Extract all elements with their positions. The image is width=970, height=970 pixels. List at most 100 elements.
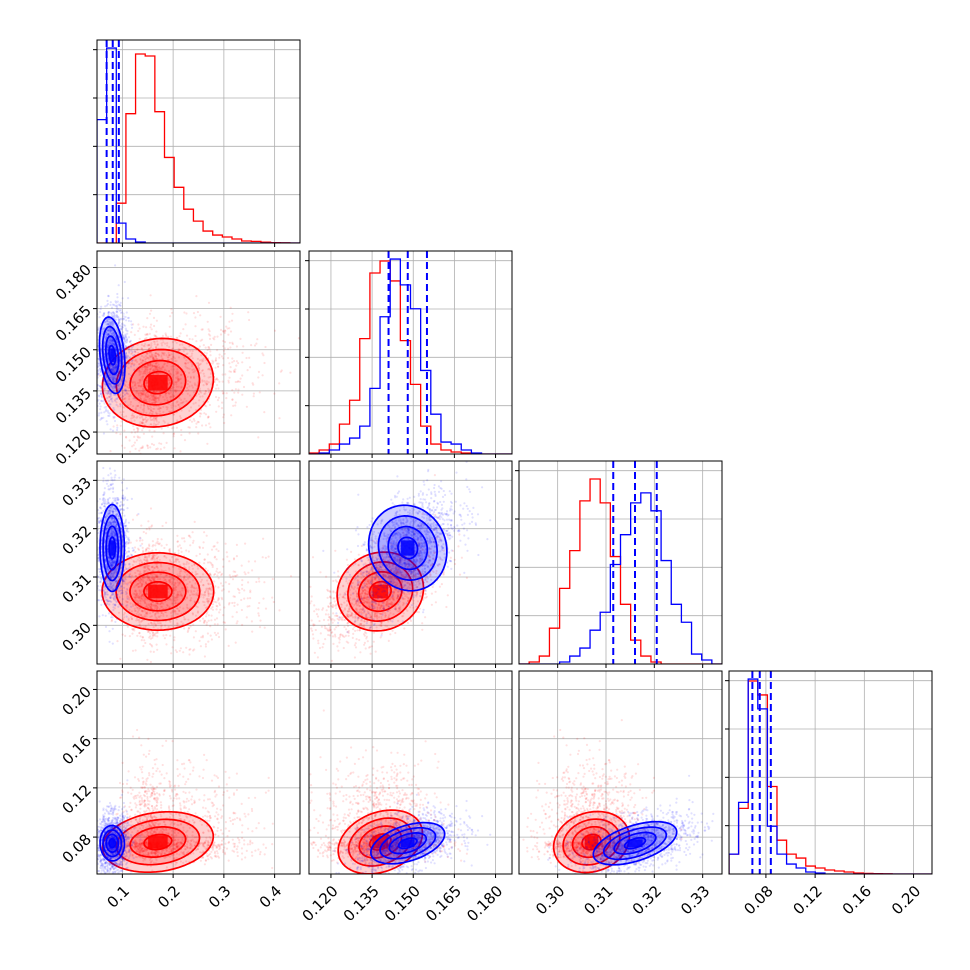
scatter-point xyxy=(175,389,178,392)
scatter-point xyxy=(207,582,210,585)
scatter-point xyxy=(235,364,238,367)
scatter-point xyxy=(145,592,148,595)
scatter-point xyxy=(115,378,118,381)
scatter-point xyxy=(108,341,111,344)
scatter-point xyxy=(148,354,151,357)
scatter-point xyxy=(220,407,224,410)
scatter-point xyxy=(116,384,119,387)
scatter-point xyxy=(165,580,168,583)
scatter-point xyxy=(244,573,247,576)
scatter-point xyxy=(215,570,218,573)
scatter-point xyxy=(111,429,115,432)
red-contour-line xyxy=(115,348,201,417)
scatter-point xyxy=(106,510,109,513)
scatter-point xyxy=(145,549,148,552)
scatter-point xyxy=(124,341,127,344)
scatter-point xyxy=(228,560,231,563)
scatter-point xyxy=(155,420,158,423)
scatter-point xyxy=(221,401,224,404)
scatter-point xyxy=(115,496,118,500)
scatter-point xyxy=(108,383,111,386)
scatter-point xyxy=(209,375,212,379)
scatter-point xyxy=(110,385,113,388)
scatter-point xyxy=(153,365,156,368)
scatter-point xyxy=(136,594,139,597)
scatter-point xyxy=(114,580,117,583)
scatter-point xyxy=(110,384,113,387)
scatter-point xyxy=(207,368,210,371)
scatter-point xyxy=(106,379,110,382)
scatter-point xyxy=(153,397,156,400)
scatter-point xyxy=(273,392,276,395)
scatter-point xyxy=(154,362,158,365)
scatter-point xyxy=(111,616,114,619)
scatter-point xyxy=(278,417,281,420)
scatter-point xyxy=(192,636,195,639)
scatter-point xyxy=(115,378,118,381)
scatter-point xyxy=(167,567,171,570)
scatter-point xyxy=(111,378,114,381)
scatter-point xyxy=(113,314,116,317)
scatter-point xyxy=(150,363,153,366)
scatter-point xyxy=(217,387,220,390)
scatter-point xyxy=(167,392,171,395)
scatter-point xyxy=(131,362,134,365)
scatter-point xyxy=(141,359,144,362)
scatter-point xyxy=(142,418,145,421)
scatter-point xyxy=(143,565,147,568)
scatter-point xyxy=(108,363,111,366)
scatter-point xyxy=(133,596,136,599)
scatter-point xyxy=(123,446,126,449)
scatter-point xyxy=(204,381,207,384)
scatter-point xyxy=(205,621,208,624)
scatter-point xyxy=(135,590,138,593)
scatter-point xyxy=(101,386,104,389)
scatter-point xyxy=(111,385,114,389)
scatter-point xyxy=(171,646,174,649)
scatter-point xyxy=(182,622,185,625)
scatter-point xyxy=(152,369,155,372)
scatter-point xyxy=(221,380,224,383)
scatter-point xyxy=(251,382,254,385)
scatter-point xyxy=(143,365,147,368)
scatter-point xyxy=(130,618,133,621)
scatter-point xyxy=(117,334,120,338)
scatter-point xyxy=(145,326,148,329)
scatter-point xyxy=(147,567,150,570)
scatter-point xyxy=(153,579,156,582)
scatter-point xyxy=(124,336,127,339)
scatter-point xyxy=(107,379,110,382)
scatter-point xyxy=(141,429,144,432)
scatter-point xyxy=(111,642,114,645)
scatter-point xyxy=(116,397,119,401)
scatter-point xyxy=(112,376,115,379)
scatter-point xyxy=(248,318,251,322)
scatter-point xyxy=(163,446,166,449)
scatter-point xyxy=(157,612,160,615)
scatter-point xyxy=(170,406,173,409)
scatter-point xyxy=(196,567,200,570)
scatter-point xyxy=(115,339,118,342)
scatter-point xyxy=(248,605,251,608)
scatter-point xyxy=(122,494,125,497)
scatter-point xyxy=(139,391,142,394)
scatter-point xyxy=(141,422,144,425)
scatter-point xyxy=(134,351,137,354)
scatter-point xyxy=(162,634,165,637)
scatter-point xyxy=(153,573,156,576)
scatter-point xyxy=(178,581,181,585)
scatter-point xyxy=(155,389,158,393)
scatter-point xyxy=(208,337,212,340)
scatter-point xyxy=(138,371,141,374)
scatter-point xyxy=(263,626,266,629)
scatter-point xyxy=(176,613,179,616)
scatter-point xyxy=(175,596,178,599)
scatter-point xyxy=(175,336,178,339)
scatter-point xyxy=(109,581,112,584)
scatter-point xyxy=(130,326,134,329)
scatter-point xyxy=(118,337,121,340)
scatter-point xyxy=(180,386,183,389)
scatter-point xyxy=(146,371,149,374)
scatter-point xyxy=(92,370,94,372)
scatter-point xyxy=(115,389,118,392)
